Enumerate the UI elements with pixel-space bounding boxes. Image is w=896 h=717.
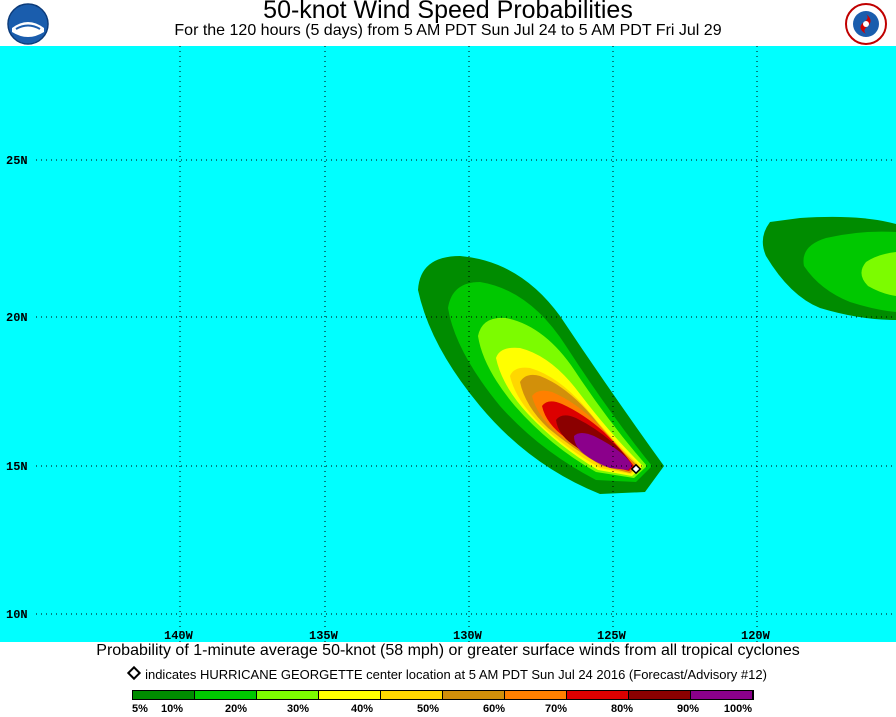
lon-label: 130W — [453, 629, 483, 642]
legend-swatch — [505, 691, 567, 699]
grid-labels: 25N 20N 15N 10N 140W 135W 130W 125W 120W — [6, 154, 771, 642]
legend-label: 20% — [224, 703, 248, 715]
page-subtitle: For the 120 hours (5 days) from 5 AM PDT… — [174, 22, 722, 39]
probability-swaths — [418, 216, 896, 494]
lon-label: 125W — [597, 629, 627, 642]
legend-swatch — [381, 691, 443, 699]
legend-label: 40% — [350, 703, 374, 715]
legend-label: 30% — [286, 703, 310, 715]
legend-label: 100% — [723, 703, 753, 715]
legend-color-bar — [132, 690, 754, 700]
lat-label: 15N — [6, 460, 28, 474]
page-title: 50-knot Wind Speed Probabilities — [263, 0, 633, 24]
legend-label: 10% — [160, 703, 184, 715]
eastern-storm-swath — [861, 252, 896, 296]
legend-swatch — [443, 691, 505, 699]
legend-swatch — [257, 691, 319, 699]
legend-swatch — [133, 691, 195, 699]
legend-swatch — [319, 691, 381, 699]
legend-swatch — [195, 691, 257, 699]
storm-center-diamond — [630, 463, 642, 475]
legend-label: 80% — [610, 703, 634, 715]
lat-lon-grid — [36, 46, 896, 642]
lon-label: 140W — [164, 629, 194, 642]
lon-label: 120W — [741, 629, 771, 642]
eastern-storm-swath — [803, 231, 896, 312]
legend-label: 70% — [544, 703, 568, 715]
storm-note: indicates HURRICANE GEORGETTE center loc… — [0, 665, 896, 682]
diamond-icon — [127, 665, 142, 681]
nws-logo — [845, 3, 887, 45]
storm-note-text: indicates HURRICANE GEORGETTE center loc… — [145, 667, 767, 682]
lon-label: 135W — [309, 629, 339, 642]
legend-swatch — [629, 691, 691, 699]
storm-center-marker — [630, 463, 642, 475]
legend-label: 50% — [416, 703, 440, 715]
header: 50-knot Wind Speed Probabilities For the… — [0, 0, 896, 46]
legend-swatch — [567, 691, 629, 699]
georgette-swath — [574, 433, 632, 470]
map-caption: Probability of 1-minute average 50-knot … — [96, 642, 800, 659]
legend-label: 90% — [676, 703, 700, 715]
legend-swatch — [691, 691, 753, 699]
lat-label: 20N — [6, 311, 28, 325]
legend-labels: 5% 10% 20% 30% 40% 50% 60% 70% 80% 90% 100% — [0, 703, 896, 717]
noaa-logo — [7, 3, 49, 45]
legend-label: 60% — [482, 703, 506, 715]
probability-map[interactable]: 25N 20N 15N 10N 140W 135W 130W 125W 120W — [0, 46, 896, 642]
lat-label: 10N — [6, 608, 28, 622]
legend-label: 5% — [132, 703, 148, 715]
lat-label: 25N — [6, 154, 28, 168]
